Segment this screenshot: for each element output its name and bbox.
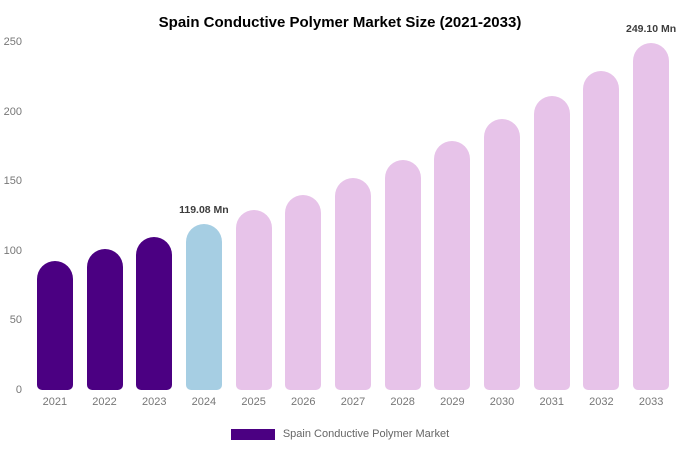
x-tick-label: 2025 [241, 396, 266, 408]
bar-2028 [384, 160, 421, 390]
bar-2027 [334, 178, 371, 390]
value-label: 119.08 Mn [179, 204, 229, 217]
bar-2031 [533, 96, 570, 390]
y-axis: 0 50 100 150 200 250 [0, 36, 24, 396]
x-axis: 2021 2022 2023 2024 2025 2026 2027 2028 2029 2030… [30, 396, 676, 408]
bar-2030 [484, 118, 521, 390]
x-tick-label: 2033 [638, 396, 664, 408]
bar-column [577, 42, 627, 390]
bar-column [80, 42, 130, 390]
y-tick-label: 0 [15, 384, 22, 396]
y-tick-label: 150 [3, 175, 22, 188]
bar-2023 [136, 236, 173, 390]
legend-item[interactable]: Spain Conductive Polymer Market [230, 428, 450, 440]
chart-title: Spain Conductive Polymer Market Size (20… [158, 14, 522, 31]
y-tick-label: 100 [3, 244, 22, 257]
bar-2033 [633, 43, 670, 390]
x-tick-label: 2032 [589, 396, 614, 408]
x-tick-label: 2026 [291, 396, 316, 408]
legend: Spain Conductive Polymer Market [0, 428, 680, 440]
legend-swatch-icon [230, 428, 275, 440]
bar-2029 [434, 140, 471, 390]
plot-area: 0 50 100 150 200 250 119.08 Mn 249.10 Mn [0, 23, 680, 396]
y-tick-label: 50 [9, 314, 22, 327]
bar-2026 [285, 195, 322, 390]
bar-column [527, 42, 577, 390]
bar-2022 [86, 249, 123, 390]
bar-column [477, 42, 527, 390]
x-tick-label: 2022 [92, 396, 117, 408]
bar-column [278, 42, 328, 390]
y-tick-label: 250 [3, 36, 22, 48]
x-tick-label: 2030 [489, 396, 515, 408]
bar-column [129, 42, 179, 390]
legend-label: Spain Conductive Polymer Market [282, 428, 450, 440]
bar-2024 [185, 224, 222, 390]
bar-column [30, 42, 80, 390]
x-tick-label: 2023 [141, 396, 167, 408]
x-tick-label: 2028 [390, 396, 415, 408]
value-label: 249.10 Mn [625, 23, 677, 36]
bar-column: 119.08 Mn [179, 42, 229, 390]
x-tick-label: 2031 [539, 396, 564, 408]
bar-2021 [36, 260, 73, 390]
bar-column [428, 42, 478, 390]
bar-column: 249.10 Mn [626, 23, 676, 390]
bar-column [328, 42, 378, 390]
x-tick-label: 2021 [42, 396, 68, 408]
x-tick-label: 2029 [440, 396, 465, 408]
bar-2025 [235, 210, 272, 390]
y-tick-label: 200 [3, 105, 22, 118]
x-tick-label: 2027 [340, 396, 366, 408]
bar-2032 [583, 71, 620, 390]
bar-column [378, 42, 428, 390]
x-tick-label: 2024 [191, 396, 217, 408]
bars-row: 119.08 Mn 249.10 Mn [30, 23, 676, 390]
bar-column [229, 42, 279, 390]
